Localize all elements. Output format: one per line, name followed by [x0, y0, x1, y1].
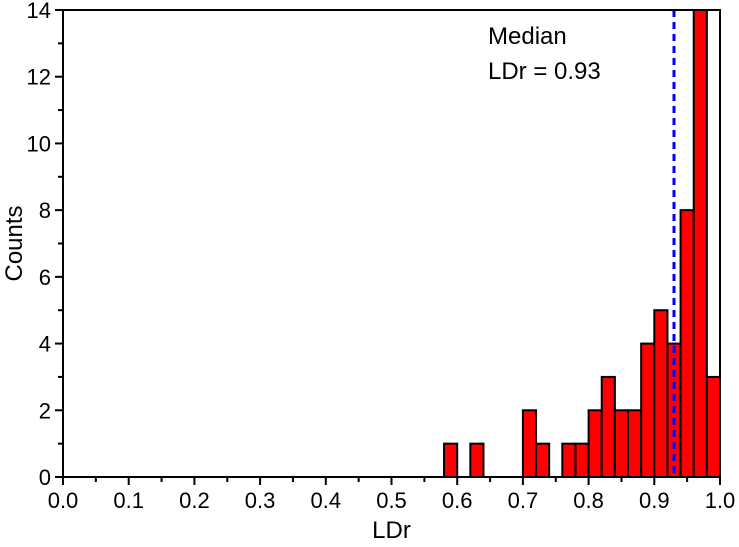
y-tick-label: 2 — [39, 398, 51, 423]
tick-labels-layer: 0.0 0.1 0.2 0.3 0.4 0.5 0.6 0.7 0.8 0.9 1.0 0 2 4 6 8 10… — [27, 0, 736, 513]
histogram-bar — [705, 375, 721, 478]
y-tick-label: 14 — [27, 0, 51, 23]
plot-frame — [62, 9, 721, 478]
histogram-bar — [600, 375, 616, 478]
histogram-bar — [521, 409, 538, 478]
histogram-bar — [627, 409, 643, 478]
x-tick-label: 0.3 — [245, 488, 276, 513]
y-tick-label: 0 — [39, 465, 51, 490]
median-annotation-line1: Median — [488, 23, 567, 50]
histogram-bar — [535, 442, 551, 478]
x-axis-title: LDr — [372, 517, 411, 542]
y-tick-label: 4 — [39, 332, 51, 357]
x-tick-label: 0.4 — [311, 488, 342, 513]
y-tick-label: 12 — [27, 65, 51, 90]
x-tick-label: 0.5 — [376, 488, 407, 513]
ticks-layer — [55, 9, 721, 485]
x-tick-label: 0.6 — [442, 488, 473, 513]
histogram-bar — [679, 209, 695, 478]
histogram-bar — [613, 409, 630, 478]
x-tick-label: 0.7 — [508, 488, 539, 513]
y-axis-title: Counts — [1, 205, 28, 281]
histogram-bar — [561, 442, 577, 478]
histogram-bar — [574, 442, 590, 478]
histogram-bar — [653, 309, 669, 479]
x-tick-label: 0.8 — [573, 488, 604, 513]
histogram-bar — [587, 409, 603, 478]
histogram-bar — [469, 442, 485, 478]
histogram-bar — [443, 442, 459, 478]
x-tick-label: 0.1 — [113, 488, 144, 513]
histogram-bar — [692, 9, 708, 478]
histogram-bar — [640, 342, 656, 479]
x-tick-label: 0.9 — [639, 488, 670, 513]
median-annotation-line2: LDr = 0.93 — [488, 58, 601, 85]
y-tick-label: 8 — [39, 198, 51, 223]
x-tick-label: 0.2 — [179, 488, 210, 513]
x-tick-label: 0.0 — [48, 488, 79, 513]
y-tick-label: 6 — [39, 265, 51, 290]
x-tick-label: 1.0 — [705, 488, 736, 513]
y-tick-label: 10 — [27, 131, 51, 156]
